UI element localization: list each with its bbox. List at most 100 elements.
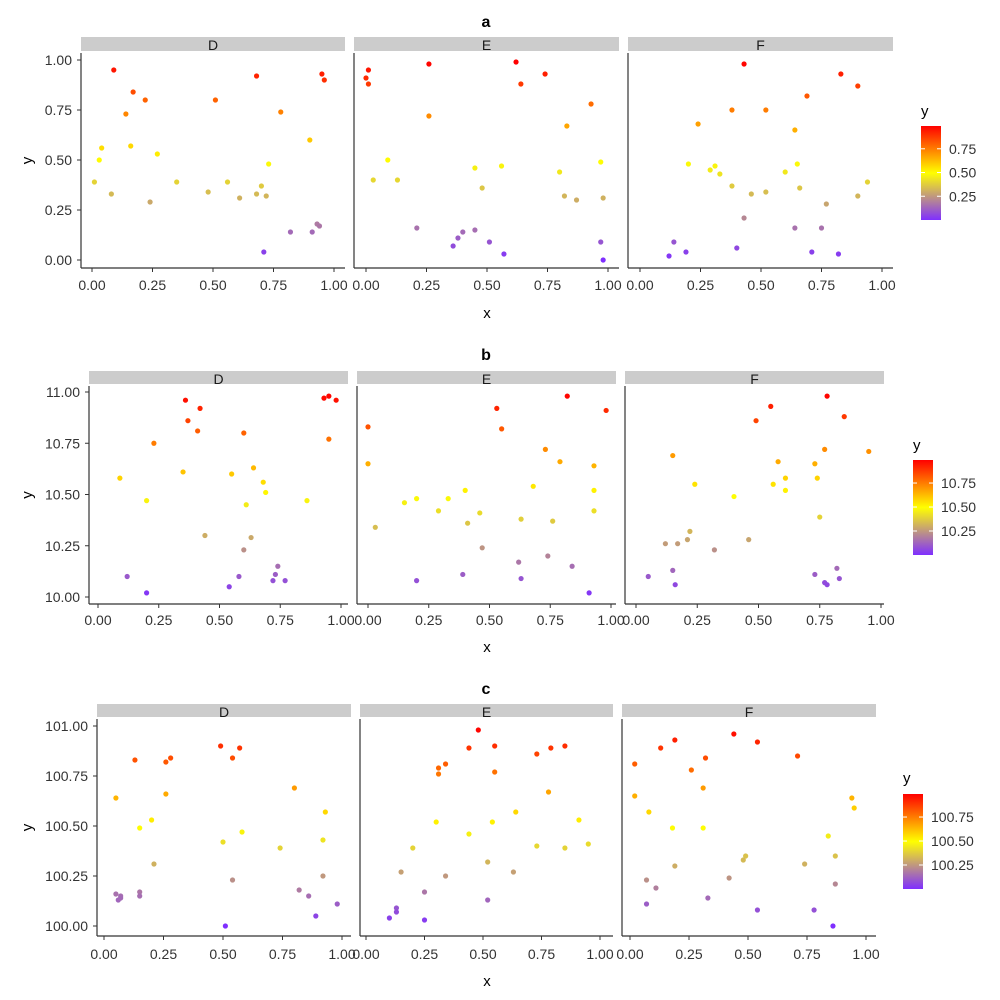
legend-label: 10.25 (941, 523, 976, 539)
x-tick-label: 1.00 (594, 277, 621, 293)
data-point (823, 201, 829, 207)
data-point (561, 193, 568, 199)
facet-strip-label: D (219, 704, 229, 720)
data-point (598, 239, 604, 245)
data-point (421, 889, 428, 895)
data-point (128, 143, 134, 149)
data-point (836, 575, 842, 582)
legend-label: 10.50 (941, 499, 976, 515)
data-point (498, 163, 505, 169)
data-point (672, 737, 678, 743)
data-point (550, 518, 556, 524)
data-point (218, 743, 224, 749)
data-point (304, 498, 310, 504)
data-point (108, 191, 114, 197)
y-tick-label: 10.00 (45, 589, 80, 605)
y-tick-label: 100.75 (45, 768, 88, 784)
data-point (485, 859, 491, 865)
data-point (460, 571, 466, 578)
data-point (501, 251, 507, 257)
x-tick-label: 0.25 (145, 612, 172, 628)
x-tick-label: 0.25 (139, 277, 166, 293)
facet-panel-F: F 0.00 0.25 0.50 0.75 1.00 (616, 704, 880, 962)
data-point (475, 727, 481, 733)
legend-title: y (903, 770, 911, 787)
data-point (414, 496, 420, 502)
data-point (113, 795, 119, 801)
data-point (797, 185, 803, 191)
data-point (518, 516, 524, 522)
data-point (222, 923, 228, 929)
x-tick-label: 0.00 (622, 612, 649, 628)
data-point (741, 61, 747, 67)
data-point (322, 809, 328, 815)
data-point (130, 89, 136, 95)
data-point (426, 61, 432, 67)
y-axis-label: y (19, 156, 36, 164)
y-tick-label: 0.00 (45, 252, 72, 268)
legend-label: 100.75 (931, 809, 974, 825)
x-tick-label: 0.75 (806, 612, 833, 628)
data-point (834, 565, 840, 571)
data-point (309, 229, 315, 235)
data-point (671, 239, 677, 245)
data-point (591, 463, 597, 469)
data-point (822, 446, 828, 452)
data-point (534, 751, 540, 757)
data-point (591, 508, 597, 514)
y-tick-label: 0.25 (45, 202, 72, 218)
y-tick-label: 100.25 (45, 868, 88, 884)
data-point (144, 498, 150, 504)
chart-title: a (482, 14, 491, 31)
data-point (445, 496, 451, 502)
facet-panel-D: D 0.00 0.25 0.50 0.75 1.00 (78, 37, 348, 293)
data-point (684, 537, 691, 543)
data-point (132, 757, 138, 763)
data-point (401, 500, 408, 506)
data-point (365, 461, 371, 467)
data-point (149, 817, 155, 823)
data-point (542, 71, 548, 77)
data-point (513, 809, 519, 815)
x-tick-label: 1.00 (328, 946, 355, 962)
data-point (137, 825, 143, 831)
data-point (564, 123, 570, 129)
x-tick-label: 0.50 (747, 277, 774, 293)
data-point (492, 743, 498, 749)
data-point (147, 199, 153, 205)
data-point (707, 167, 713, 173)
data-point (163, 791, 169, 797)
data-point (731, 731, 737, 737)
data-point (313, 913, 319, 919)
data-point (763, 189, 769, 195)
data-point (598, 159, 604, 165)
data-point (316, 223, 323, 229)
facet-panel-F: F 0.00 0.25 0.50 0.75 1.00 (622, 371, 895, 628)
data-point (802, 861, 808, 867)
x-tick-label: 0.25 (150, 946, 177, 962)
data-point (426, 113, 432, 119)
y-axis-label: y (19, 491, 36, 499)
x-tick-label: 0.75 (269, 946, 296, 962)
data-point (410, 845, 416, 851)
data-point (220, 839, 226, 845)
data-point (743, 853, 749, 859)
data-point (278, 109, 284, 115)
color-legend: y 0.25 0.50 0.75 (921, 103, 976, 220)
data-point (365, 67, 372, 73)
data-point (365, 81, 372, 87)
data-point (180, 469, 186, 475)
data-point (142, 97, 148, 103)
data-point (692, 481, 698, 487)
facet-strip-label: F (756, 37, 765, 53)
data-point (700, 825, 706, 831)
legend-label: 100.50 (931, 833, 974, 849)
data-point (653, 885, 659, 891)
data-point (740, 857, 746, 863)
data-point (675, 541, 681, 547)
data-point (672, 863, 678, 869)
data-point (632, 793, 638, 799)
facet-strip (360, 704, 613, 717)
data-point (695, 121, 701, 127)
